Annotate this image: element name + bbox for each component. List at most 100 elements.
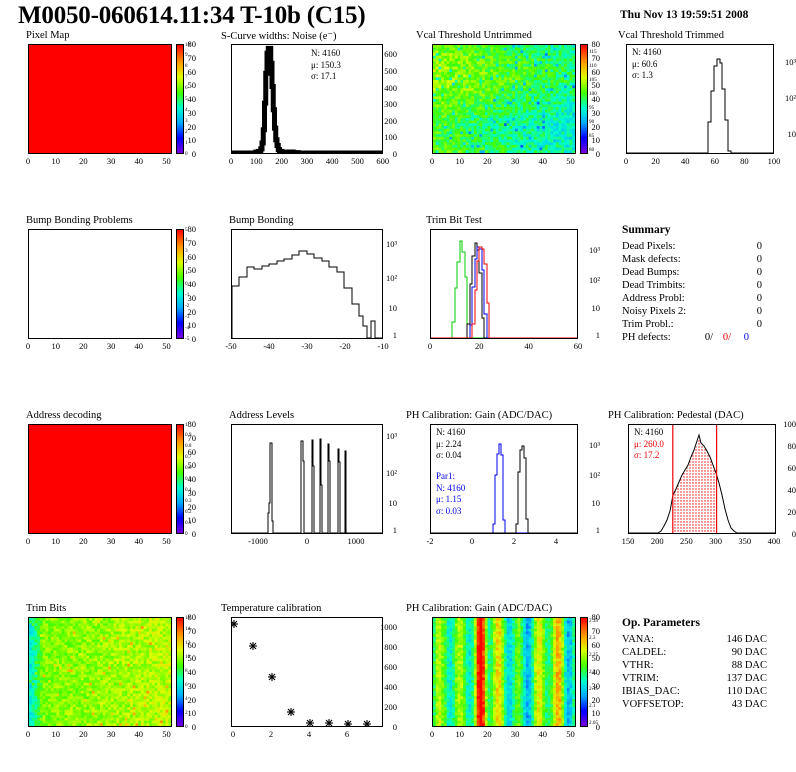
row-label: Dead Trimbits:	[622, 280, 686, 291]
panel-bump-problems[interactable]: Bump Bonding Problems 0 10 20 30 40 50 6…	[25, 215, 196, 351]
panel-title: Bump Bonding	[229, 215, 294, 226]
op-row-ibias-dac: IBIAS_DAC: 110 DAC	[622, 686, 792, 699]
panel-trim-bit-test[interactable]: Trim Bit Test 1 10 10² 10³ 0 20 40 60	[426, 215, 600, 351]
row-value: 0	[756, 254, 762, 265]
stats-ph-gain-black: N: 4160 μ: 2.24 σ: 0.04	[436, 427, 466, 460]
op-row-caldel: CALDEL: 90 DAC	[622, 647, 792, 660]
plot-area-bump-problems	[28, 229, 172, 339]
histogram-ph-gain	[431, 443, 577, 533]
panel-temperature-calibration[interactable]: Temperature calibration 0 200 400 600	[221, 603, 397, 739]
row-label: Mask defects:	[622, 254, 681, 265]
row-label: Trim Probl.:	[622, 319, 674, 330]
panel-bump-bonding[interactable]: Bump Bonding 1 10 10² 10³ -50 -40 -30 -2…	[225, 215, 397, 351]
row-label: VANA:	[622, 634, 654, 645]
op-row-vtrim: VTRIM: 137 DAC	[622, 673, 792, 686]
colorbar-ph-gain-map	[580, 617, 588, 727]
panel-title: Vcal Threshold Trimmed	[618, 30, 724, 41]
colorbar-vcal-untrimmed	[580, 44, 588, 154]
row-value: 0	[756, 319, 762, 330]
panel-address-levels[interactable]: Address Levels 1 10 10² 10³ -1000 0 1000	[229, 410, 397, 546]
panel-title: Pixel Map	[26, 30, 70, 41]
summary-row-address-probl: Address Probl: 0	[622, 293, 782, 306]
row-label: PH defects:	[622, 332, 671, 343]
summary-row-mask-defects: Mask defects: 0	[622, 254, 782, 267]
panel-pixel-map[interactable]: Pixel Map 0 10 20 30 40 50 60 70 80 0 10…	[25, 30, 196, 166]
plot-area-ph-pedestal	[628, 424, 776, 534]
plot-area-scurve	[231, 44, 383, 154]
summary-row-dead-bumps: Dead Bumps: 0	[622, 267, 782, 280]
stats-scurve: N: 4160 μ: 150.3 σ: 17.1	[311, 48, 341, 81]
panel-title: Trim Bits	[26, 603, 67, 614]
panel-summary: Summary Dead Pixels: 0 Mask defects: 0 D…	[600, 215, 796, 355]
row-label: Dead Bumps:	[622, 267, 680, 278]
heatmap-vcal-untrimmed	[433, 45, 575, 153]
row-value: 0	[756, 293, 762, 304]
panel-vcal-trimmed[interactable]: Vcal Threshold Trimmed 10 10² 10³ 0 20 4…	[618, 30, 796, 166]
stats-vcal-trimmed: N: 4160 μ: 60.6 σ: 1.3	[632, 47, 662, 80]
histogram-address-levels	[232, 438, 382, 533]
plot-area-ph-gain-hist	[430, 424, 578, 534]
row-label: Address Probl:	[622, 293, 685, 304]
row-label: CALDEL:	[622, 647, 667, 658]
colorbar-address-decoding	[176, 424, 184, 534]
page-title: M0050-060614.11:34 T-10b (C15)	[18, 2, 366, 29]
heatmap-ph-gain-map	[433, 618, 575, 726]
row-value: 0	[756, 267, 762, 278]
panel-title: S-Curve widths: Noise (e⁻)	[221, 31, 337, 42]
row-value: 146 DAC	[726, 634, 767, 645]
panel-title: Vcal Threshold Untrimmed	[416, 30, 532, 41]
panel-trim-bits[interactable]: Trim Bits 0 10 20 30 40 50 60 70 80 0 10…	[25, 603, 196, 739]
row-value: 137 DAC	[726, 673, 767, 684]
colorbar-pixel-map	[176, 44, 184, 154]
row-label: Dead Pixels:	[622, 241, 676, 252]
plot-area-vcal-untrimmed	[432, 44, 576, 154]
row-value: 0	[756, 280, 762, 291]
summary-row-dead-trimbits: Dead Trimbits: 0	[622, 280, 782, 293]
colorbar-trim-bits	[176, 617, 184, 727]
panel-title: Temperature calibration	[221, 603, 322, 614]
plot-area-temperature	[231, 617, 383, 727]
timestamp: Thu Nov 13 19:59:51 2008	[620, 9, 749, 21]
histogram-scurve	[232, 45, 382, 153]
row-label: Noisy Pixels 2:	[622, 306, 687, 317]
row-label: VTRIM:	[622, 673, 659, 684]
panel-title: Bump Bonding Problems	[26, 215, 133, 226]
summary-heading: Summary	[622, 224, 671, 236]
plot-area-trim-bits	[28, 617, 172, 727]
op-row-vthr: VTHR: 88 DAC	[622, 660, 792, 673]
histogram-trim-bit-test	[431, 240, 577, 338]
panel-op-parameters: Op. Parameters VANA: 146 DAC CALDEL: 90 …	[600, 603, 796, 743]
stats-ph-pedestal: N: 4160 μ: 260.0 σ: 17.2	[634, 427, 664, 460]
row-value: 0	[756, 241, 762, 252]
plot-area-bump-bonding	[231, 229, 383, 339]
plot-area-vcal-trimmed	[626, 44, 774, 154]
ph-defects-value-2: 0/	[722, 332, 731, 343]
panel-ph-pedestal[interactable]: PH Calibration: Pedestal (DAC) 0 20 40 6…	[608, 410, 796, 546]
histogram-bump-bonding	[232, 250, 382, 338]
plot-area-pixel-map	[28, 44, 172, 154]
panel-ph-gain-map[interactable]: PH Calibration: Gain (ADC/DAC) 0 10 20 3…	[406, 603, 600, 739]
plot-area-address-decoding	[28, 424, 172, 534]
star-markers	[232, 620, 371, 726]
heatmap-trim-bits	[29, 618, 171, 726]
op-row-voffsetop: VOFFSETOP: 43 DAC	[622, 699, 792, 712]
plot-area-ph-gain-map	[432, 617, 576, 727]
op-row-vana: VANA: 146 DAC	[622, 634, 792, 647]
summary-row-dead-pixels: Dead Pixels: 0	[622, 241, 782, 254]
row-value: 110 DAC	[726, 686, 767, 697]
row-value: 88 DAC	[731, 660, 767, 671]
ph-defects-value-3: 0	[743, 332, 749, 343]
colorbar-bump-problems	[176, 229, 184, 339]
scatter-temperature	[232, 620, 371, 726]
panel-vcal-untrimmed[interactable]: Vcal Threshold Untrimmed 0 10 20 30 40 5…	[416, 30, 600, 166]
heatmap-pixel-map	[29, 45, 171, 153]
ph-defects-value-1: 0/	[704, 332, 713, 343]
panel-title: PH Calibration: Pedestal (DAC)	[608, 410, 744, 421]
panel-address-decoding[interactable]: Address decoding 0 10 20 30 40 50 60 70 …	[25, 410, 196, 546]
panel-title: Trim Bit Test	[426, 215, 482, 226]
row-label: VTHR:	[622, 660, 654, 671]
panel-ph-gain-hist[interactable]: PH Calibration: Gain (ADC/DAC) 1 10 10² …	[406, 410, 600, 546]
panel-title: PH Calibration: Gain (ADC/DAC)	[406, 603, 553, 614]
panel-scurve-widths[interactable]: S-Curve widths: Noise (e⁻) 0 100 200 300…	[221, 31, 397, 166]
